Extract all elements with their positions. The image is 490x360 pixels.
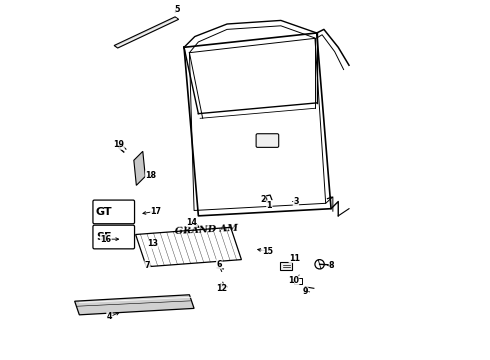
Polygon shape — [74, 295, 194, 315]
Text: 4: 4 — [107, 312, 112, 321]
Polygon shape — [134, 151, 146, 185]
Text: 11: 11 — [289, 254, 300, 263]
Text: 10: 10 — [288, 276, 299, 285]
Polygon shape — [114, 17, 179, 48]
FancyBboxPatch shape — [93, 225, 135, 249]
Text: 1: 1 — [267, 201, 272, 210]
Text: 16: 16 — [100, 235, 111, 244]
Text: 17: 17 — [150, 207, 162, 216]
Text: SE: SE — [96, 232, 111, 242]
FancyBboxPatch shape — [256, 134, 279, 147]
Polygon shape — [280, 262, 293, 270]
Text: 13: 13 — [147, 239, 158, 248]
Text: 18: 18 — [146, 171, 157, 180]
Text: 2: 2 — [260, 195, 266, 204]
Text: GRAND AM: GRAND AM — [175, 224, 239, 237]
Text: 9: 9 — [302, 287, 308, 296]
Text: 3: 3 — [293, 197, 299, 206]
Text: 6: 6 — [217, 260, 222, 269]
Text: 7: 7 — [145, 261, 150, 270]
Text: GT: GT — [96, 207, 112, 217]
Text: 5: 5 — [174, 5, 180, 14]
Text: 8: 8 — [329, 261, 335, 270]
Text: 12: 12 — [216, 284, 227, 293]
FancyBboxPatch shape — [93, 200, 135, 224]
Text: 15: 15 — [262, 247, 273, 256]
Text: 19: 19 — [113, 140, 124, 149]
Text: 14: 14 — [186, 218, 197, 227]
Polygon shape — [136, 227, 242, 267]
